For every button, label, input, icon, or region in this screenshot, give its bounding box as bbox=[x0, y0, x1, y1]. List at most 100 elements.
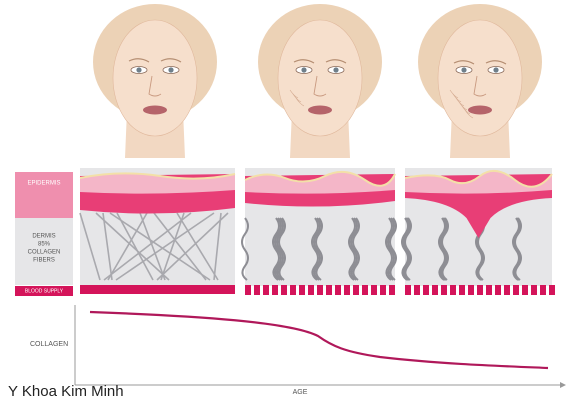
brow bbox=[160, 58, 182, 63]
skin-panel bbox=[401, 168, 555, 295]
collagen-fiber bbox=[276, 217, 284, 281]
blood-vessel bbox=[308, 285, 314, 295]
collagen-fiber bbox=[311, 217, 319, 281]
skin-surface bbox=[244, 170, 396, 187]
blood-vessel bbox=[468, 285, 474, 295]
wrinkle bbox=[464, 109, 474, 119]
blood-vessel bbox=[414, 285, 420, 295]
collagen-fiber bbox=[153, 212, 207, 281]
brow bbox=[128, 58, 150, 63]
blood-vessel bbox=[263, 285, 269, 295]
blood-vessel bbox=[405, 285, 411, 295]
blood-vessel bbox=[549, 285, 555, 295]
blood-vessel bbox=[486, 285, 492, 295]
wrinkle bbox=[295, 97, 305, 107]
blood-vessel bbox=[459, 285, 465, 295]
collagen-fiber bbox=[441, 217, 449, 281]
blood-vessel bbox=[540, 285, 546, 295]
epidermis-label: EPIDERMIS bbox=[27, 181, 60, 187]
skin-surface bbox=[79, 172, 236, 180]
face-skin bbox=[112, 19, 198, 137]
blood-vessel bbox=[317, 285, 323, 295]
collagen-fiber bbox=[103, 212, 192, 281]
collagen-fiber bbox=[95, 212, 170, 281]
collagen-fiber bbox=[272, 217, 280, 281]
collagen-fiber bbox=[514, 217, 522, 281]
blood-vessel bbox=[371, 285, 377, 295]
blood-vessel bbox=[441, 285, 447, 295]
skin-panels bbox=[79, 168, 555, 295]
skin-panel bbox=[79, 168, 236, 294]
dermis-label: DERMIS bbox=[32, 234, 55, 240]
nose bbox=[313, 75, 327, 97]
collagen-fiber bbox=[241, 217, 249, 281]
brow bbox=[325, 59, 347, 64]
collagen-fiber bbox=[274, 217, 282, 281]
dermis-label: 85% bbox=[38, 242, 51, 248]
blood-vessel bbox=[281, 285, 287, 295]
collagen-fiber bbox=[139, 212, 166, 281]
iris bbox=[136, 67, 142, 73]
face bbox=[258, 4, 382, 158]
dermis-label: FIBERS bbox=[33, 258, 55, 264]
blood-vessel bbox=[272, 285, 278, 295]
y-axis-label: COLLAGEN bbox=[30, 341, 68, 348]
collagen-fiber bbox=[348, 217, 356, 281]
iris bbox=[168, 67, 174, 73]
x-axis-label: AGE bbox=[293, 389, 308, 396]
lips bbox=[468, 105, 492, 115]
blood-vessel bbox=[80, 285, 235, 294]
blood-vessel bbox=[531, 285, 537, 295]
blood-vessel bbox=[254, 285, 260, 295]
blood-vessel bbox=[362, 285, 368, 295]
collagen-fiber bbox=[313, 217, 321, 281]
dermis-swatch bbox=[15, 218, 73, 285]
collagen-fiber bbox=[315, 217, 323, 281]
blood-vessel bbox=[299, 285, 305, 295]
iris bbox=[301, 67, 307, 73]
brow bbox=[485, 60, 507, 65]
blood-vessel bbox=[522, 285, 528, 295]
axis-arrow bbox=[560, 382, 566, 388]
brow bbox=[453, 60, 475, 65]
collagen-fiber bbox=[352, 217, 360, 281]
collagen-fiber bbox=[109, 212, 211, 281]
collagen-fiber bbox=[102, 212, 113, 281]
face-skin bbox=[437, 19, 523, 137]
nose bbox=[148, 75, 162, 97]
blood-vessel bbox=[245, 285, 251, 295]
blood-vessel bbox=[335, 285, 341, 295]
blood-label: BLOOD SUPPLY bbox=[25, 288, 64, 294]
lips bbox=[308, 105, 332, 115]
collagen-fiber bbox=[156, 212, 229, 281]
face bbox=[418, 4, 542, 158]
collagen-fiber bbox=[350, 217, 358, 281]
collagen-fiber bbox=[115, 212, 215, 281]
blood-vessel bbox=[495, 285, 501, 295]
skin-surface bbox=[404, 169, 553, 188]
blood-vessel bbox=[326, 285, 332, 295]
nose bbox=[473, 75, 487, 97]
blood-vessel bbox=[423, 285, 429, 295]
blood-vessel bbox=[432, 285, 438, 295]
blood-vessel bbox=[477, 285, 483, 295]
blood-swatch bbox=[15, 286, 73, 296]
skin-panel bbox=[241, 168, 397, 295]
iris bbox=[333, 67, 339, 73]
faces bbox=[93, 4, 542, 158]
face-skin bbox=[277, 19, 363, 137]
collagen-fiber bbox=[387, 217, 395, 281]
collagen-fiber bbox=[213, 212, 222, 281]
blood-vessel bbox=[389, 285, 395, 295]
collagen-fiber bbox=[176, 212, 219, 281]
iris bbox=[493, 67, 499, 73]
brow bbox=[293, 59, 315, 64]
blood-vessel bbox=[504, 285, 510, 295]
blood-vessel bbox=[380, 285, 386, 295]
face bbox=[93, 4, 217, 158]
iris bbox=[461, 67, 467, 73]
epidermis-swatch bbox=[15, 172, 73, 218]
epidermis-top bbox=[80, 173, 235, 194]
blood-vessel bbox=[290, 285, 296, 295]
